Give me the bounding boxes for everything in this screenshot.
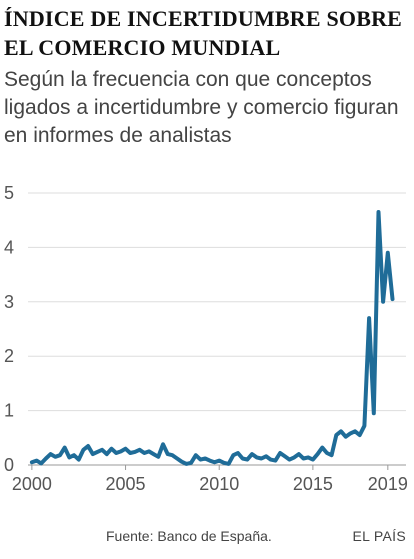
- x-axis: 2000 2005 2010 2015 2019: [12, 464, 408, 494]
- x-tick-label: 2019: [368, 474, 408, 494]
- x-tick-label: 2015: [293, 474, 333, 494]
- y-tick-label: 2: [4, 346, 14, 366]
- brand-logo-text: EL PAÍS: [352, 528, 406, 544]
- x-tick-label: 2005: [106, 474, 146, 494]
- y-axis-ticks: 0 1 2 3 4 5: [4, 183, 14, 475]
- series-line-0: [29, 210, 395, 466]
- y-tick-label: 4: [4, 237, 14, 257]
- y-tick-label: 0: [4, 455, 14, 475]
- y-tick-label: 1: [4, 401, 14, 421]
- gridlines: [28, 192, 406, 412]
- x-tick-label: 2000: [12, 474, 52, 494]
- series-group: [29, 210, 395, 466]
- y-tick-label: 5: [4, 183, 14, 203]
- y-tick-label: 3: [4, 292, 14, 312]
- chart-subtitle: Según la frecuencia con que conceptos li…: [4, 68, 399, 147]
- line-chart: 0 1 2 3 4 5 2000 2005 2010 2015 2019: [4, 183, 408, 494]
- source-note: Fuente: Banco de España.: [106, 528, 272, 544]
- x-tick-label: 2010: [199, 474, 239, 494]
- chart-title: Índice de incertidumbre sobre el comerci…: [4, 6, 403, 60]
